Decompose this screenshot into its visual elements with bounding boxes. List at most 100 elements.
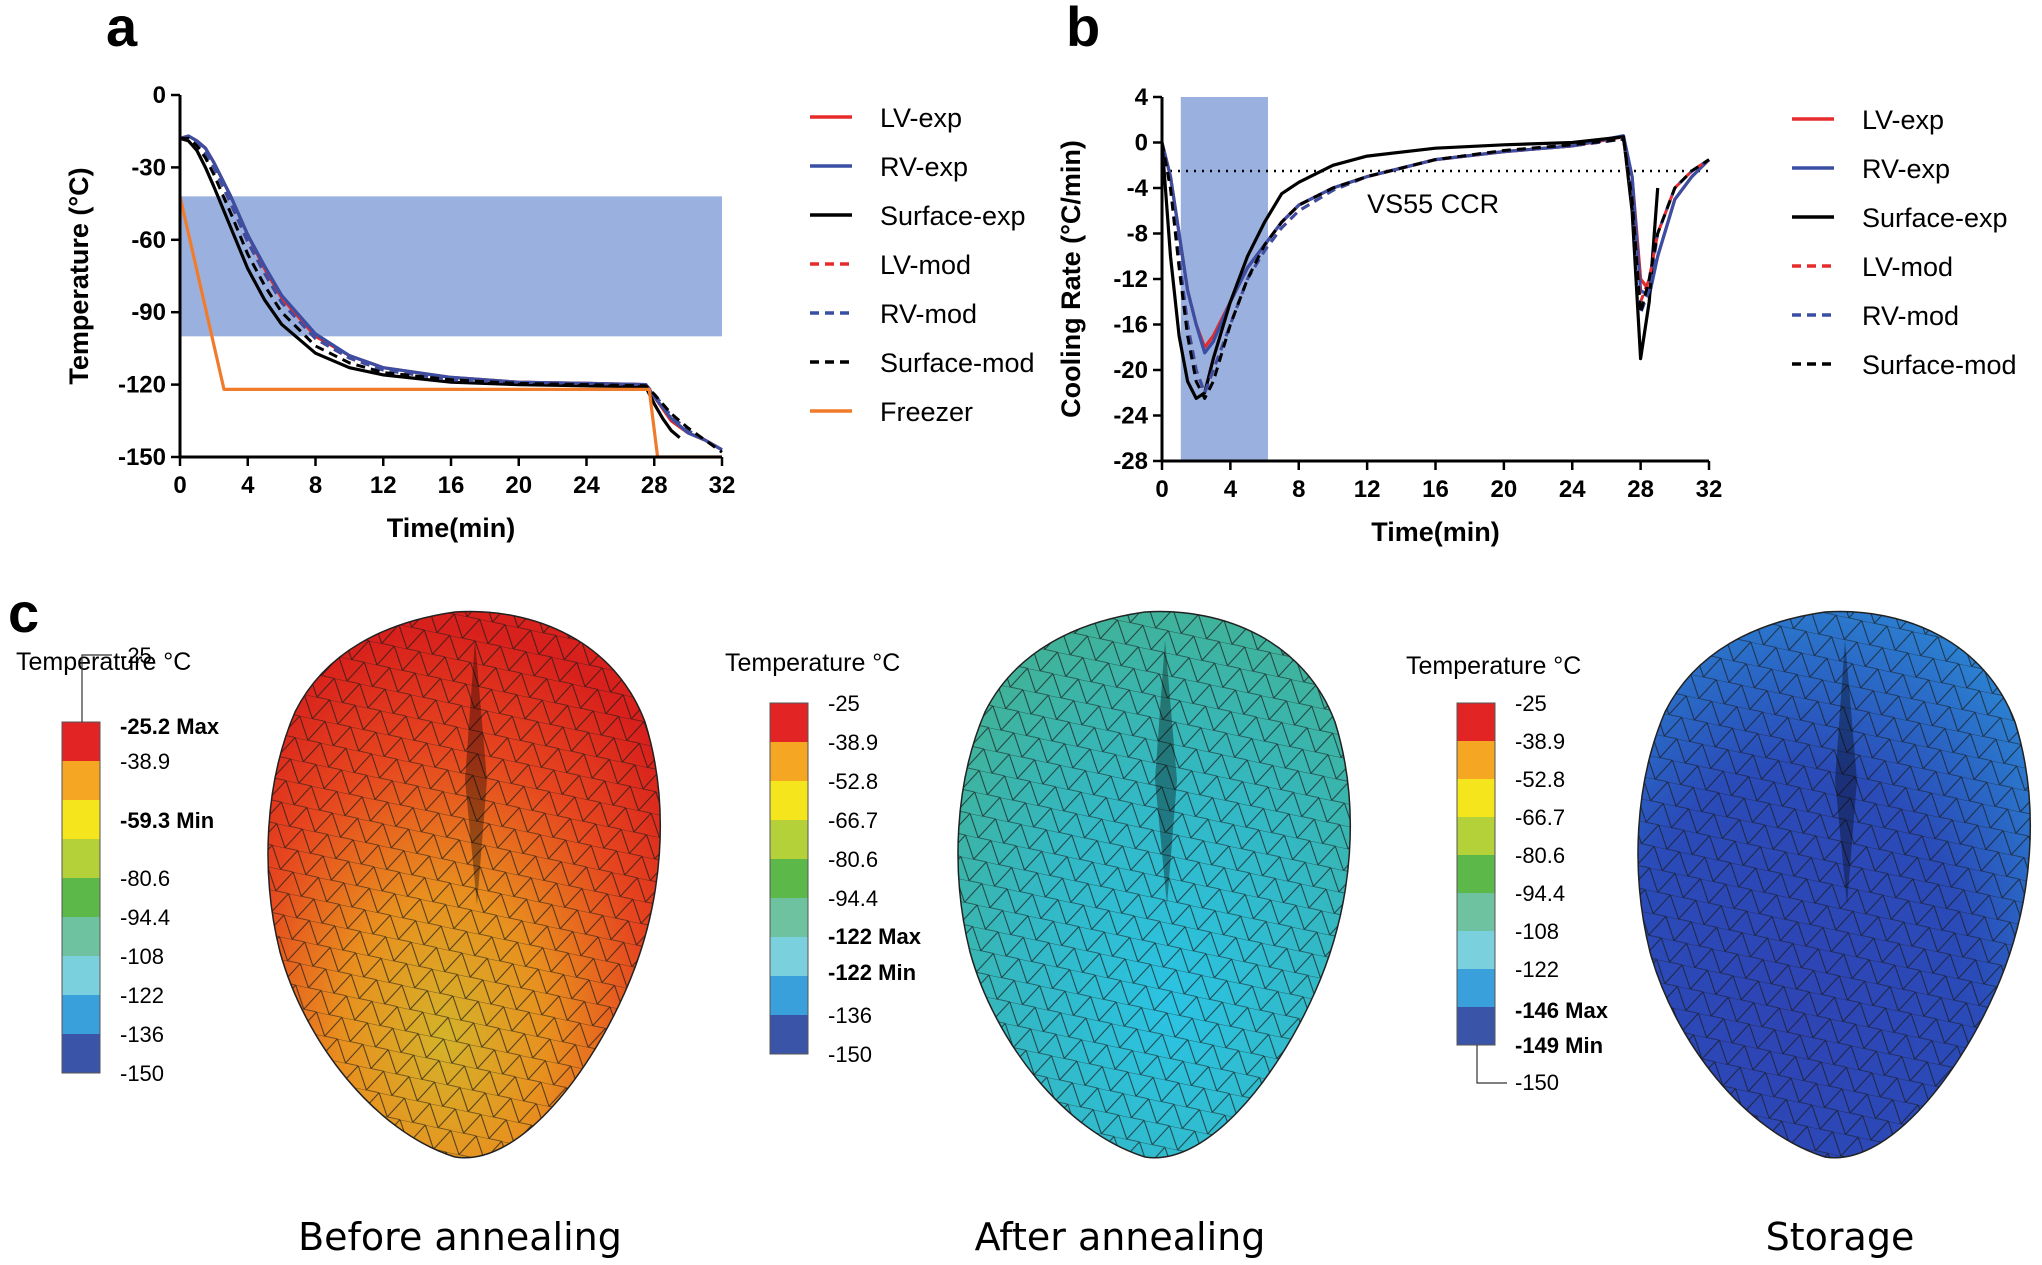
colorbar-tick-label: -38.9 bbox=[120, 749, 170, 774]
series-line-rv-mod bbox=[1160, 137, 1710, 395]
colorbar-segment bbox=[62, 800, 100, 839]
series-line-surface-mod bbox=[1160, 137, 1710, 400]
shaded-band bbox=[1180, 97, 1268, 461]
series-line-surface-mod bbox=[180, 136, 723, 454]
legend-label-surface-mod: Surface-mod bbox=[1862, 350, 2017, 380]
colorbar-frame bbox=[61, 721, 101, 1074]
panel-letter-c: c bbox=[8, 581, 39, 644]
colorbar-tick-label: -94.4 bbox=[120, 905, 170, 930]
colorbar-segment bbox=[62, 839, 100, 878]
colorbar-segment bbox=[770, 820, 808, 859]
colorbar-segment bbox=[770, 976, 808, 1015]
legend-label-rv-exp: RV-exp bbox=[1862, 154, 1950, 184]
colorbar-tick-label: -108 bbox=[1515, 919, 1559, 944]
colorbar-segment bbox=[1457, 817, 1495, 855]
colorbar-tick-label: -66.7 bbox=[1515, 805, 1565, 830]
y-tick-label: -28 bbox=[1113, 448, 1148, 475]
x-tick-label: 28 bbox=[1627, 476, 1654, 503]
colorbar-tick-label: -150 bbox=[120, 1061, 164, 1086]
heart-mesh bbox=[958, 611, 1351, 1158]
colorbar-min-label: -122 Min bbox=[828, 960, 916, 985]
colorbar-tick-label: -108 bbox=[120, 944, 164, 969]
heatmap-caption: Storage bbox=[1766, 1215, 1915, 1259]
colorbar-segment bbox=[62, 995, 100, 1034]
colorbar-min-label: -59.3 Min bbox=[120, 808, 214, 833]
colorbar-tick-label: -150 bbox=[1515, 1070, 1559, 1095]
x-tick-label: 0 bbox=[173, 472, 186, 499]
colorbar-tick-label: -94.4 bbox=[1515, 881, 1565, 906]
x-tick-label: 12 bbox=[1354, 476, 1381, 503]
x-axis-title: Time(min) bbox=[1371, 517, 1500, 547]
colorbar-tick-label: -80.6 bbox=[828, 847, 878, 872]
colorbar-leader bbox=[1476, 1045, 1507, 1084]
colorbar-tick-label: -150 bbox=[828, 1042, 872, 1067]
y-tick-label: -24 bbox=[1113, 403, 1148, 430]
colorbar-leader bbox=[81, 654, 112, 722]
legend-label-surface-exp: Surface-exp bbox=[880, 201, 1026, 231]
legend-label-surface-mod: Surface-mod bbox=[880, 348, 1035, 378]
colorbar-tick-label: -80.6 bbox=[120, 866, 170, 891]
colorbar-title: Temperature °C bbox=[16, 648, 191, 676]
colorbar-max-label: -25.2 Max bbox=[120, 714, 220, 739]
x-tick-label: 4 bbox=[241, 472, 255, 499]
y-tick-label: -60 bbox=[131, 227, 166, 254]
colorbar-tick-label: -80.6 bbox=[1515, 843, 1565, 868]
colorbar-title: Temperature °C bbox=[1406, 652, 1581, 680]
x-tick-label: 8 bbox=[1292, 476, 1305, 503]
y-tick-label: -12 bbox=[1113, 266, 1148, 293]
x-tick-label: 24 bbox=[1559, 476, 1586, 503]
y-tick-label: 4 bbox=[1135, 84, 1149, 111]
y-tick-label: 0 bbox=[153, 82, 166, 109]
heart-panels: Temperature °C-25-38.9-80.6-94.4-108-122… bbox=[16, 610, 2032, 1259]
x-tick-label: 28 bbox=[641, 472, 668, 499]
y-tick-label: -20 bbox=[1113, 357, 1148, 384]
colorbar-segment bbox=[770, 898, 808, 937]
colorbar-segment bbox=[770, 1015, 808, 1054]
colorbar-segment bbox=[770, 703, 808, 742]
y-tick-label: -150 bbox=[118, 444, 166, 471]
x-tick-label: 32 bbox=[709, 472, 736, 499]
heatmap-caption: After annealing bbox=[975, 1215, 1266, 1259]
heatmap-panel-3: Temperature °C -25 -38.9 -52.8 -66.7 -80.6 -94… bbox=[1406, 610, 2032, 1259]
legend-label-surface-exp: Surface-exp bbox=[1862, 203, 2008, 233]
colorbar-segment bbox=[1457, 855, 1495, 893]
legend-label-rv-mod: RV-mod bbox=[1862, 301, 1959, 331]
y-tick-label: -4 bbox=[1127, 175, 1149, 202]
legend-label-rv-mod: RV-mod bbox=[880, 299, 977, 329]
x-axis-title: Time(min) bbox=[387, 513, 516, 543]
ccr-label: VS55 CCR bbox=[1367, 189, 1499, 219]
x-tick-label: 16 bbox=[1422, 476, 1449, 503]
colorbar-segment bbox=[770, 859, 808, 898]
y-axis-title: Temperature (°C) bbox=[64, 167, 94, 384]
colorbar-segment bbox=[62, 878, 100, 917]
colorbar-segment bbox=[770, 937, 808, 976]
y-tick-label: -16 bbox=[1113, 312, 1148, 339]
colorbar-max-label: -146 Max bbox=[1515, 998, 1609, 1023]
heart-groove bbox=[1835, 640, 1857, 905]
colorbar-segment bbox=[62, 956, 100, 995]
colorbar-segment bbox=[1457, 893, 1495, 931]
colorbar-tick-label: -52.8 bbox=[828, 769, 878, 794]
y-tick-label: -120 bbox=[118, 372, 166, 399]
y-tick-label: -90 bbox=[131, 299, 166, 326]
x-tick-label: 16 bbox=[438, 472, 465, 499]
heart-mesh bbox=[268, 611, 661, 1158]
colorbar-segment bbox=[1457, 931, 1495, 969]
heatmap-panel-1: Temperature °C-25 -38.9 -80.6 -94.4 -108 -122… bbox=[16, 610, 662, 1259]
colorbar-segment bbox=[1457, 703, 1495, 741]
colorbar-max-label: -122 Max bbox=[828, 924, 922, 949]
x-tick-label: 24 bbox=[573, 472, 600, 499]
panel-letter-a: a bbox=[106, 0, 138, 58]
y-tick-label: 0 bbox=[1135, 130, 1148, 157]
colorbar-tick-label: -122 bbox=[120, 983, 164, 1008]
colorbar-segment bbox=[770, 742, 808, 781]
heart-groove bbox=[465, 640, 487, 905]
colorbar-segment bbox=[62, 917, 100, 956]
x-tick-label: 0 bbox=[1155, 476, 1168, 503]
y-tick-label: -30 bbox=[131, 154, 166, 181]
colorbar-segment bbox=[1457, 1007, 1495, 1045]
colorbar-tick-label: -136 bbox=[828, 1003, 872, 1028]
legend-label-lv-exp: LV-exp bbox=[880, 103, 962, 133]
x-tick-label: 8 bbox=[309, 472, 322, 499]
